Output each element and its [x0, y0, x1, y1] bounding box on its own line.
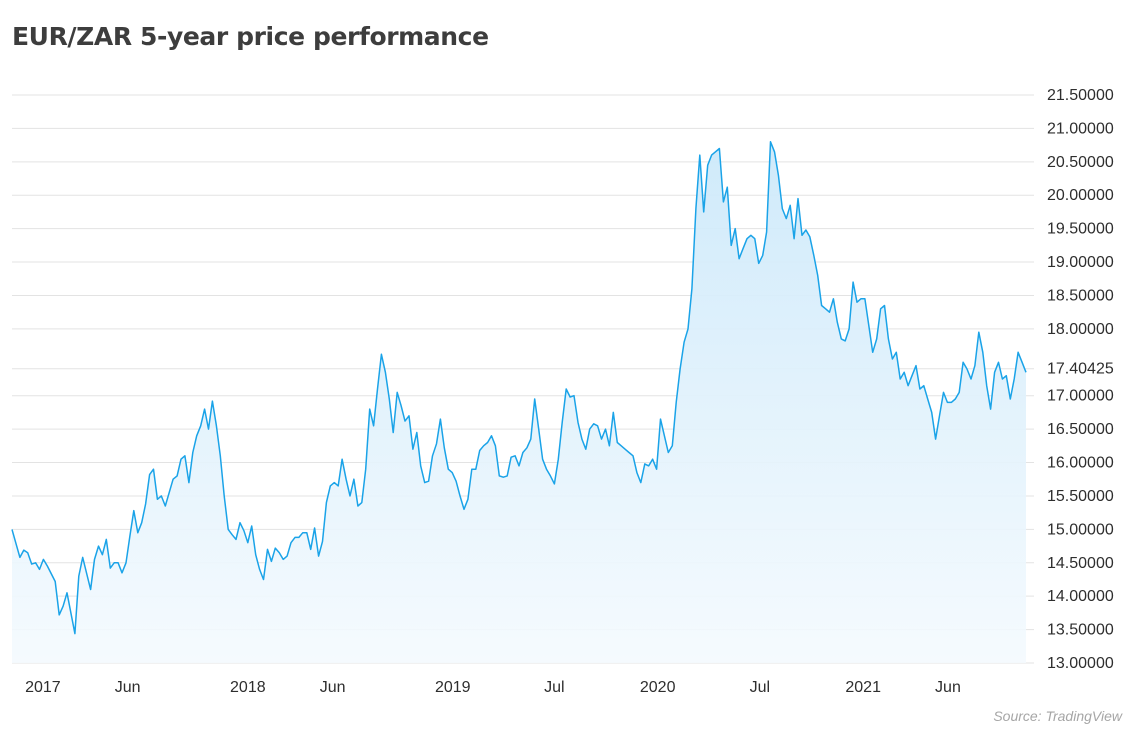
- chart-title: EUR/ZAR 5-year price performance: [12, 22, 489, 51]
- y-tick-label: 15.00000: [1047, 521, 1114, 538]
- x-tick-label: Jul: [544, 679, 564, 696]
- y-tick-label: 17.00000: [1047, 388, 1114, 405]
- y-tick-label: 19.00000: [1047, 254, 1114, 271]
- y-tick-label: 16.50000: [1047, 421, 1114, 438]
- y-tick-label: 16.00000: [1047, 455, 1114, 472]
- y-tick-label: 13.00000: [1047, 655, 1114, 672]
- x-tick-label: Jun: [935, 679, 961, 696]
- x-tick-label: 2018: [230, 679, 266, 696]
- x-tick-label: Jul: [750, 679, 770, 696]
- y-tick-label: 20.50000: [1047, 154, 1114, 171]
- x-tick-label: 2020: [640, 679, 676, 696]
- y-axis-ticks: 21.50000 21.00000 20.50000 20.00000 19.50000…: [1047, 87, 1114, 672]
- y-tick-label: 19.50000: [1047, 221, 1114, 238]
- y-tick-label: 18.00000: [1047, 321, 1114, 338]
- area-fill: [12, 141, 1026, 664]
- y-tick-label: 18.50000: [1047, 287, 1114, 304]
- y-tick-label: 13.50000: [1047, 622, 1114, 639]
- line-layer: [11, 141, 1027, 635]
- area-fill-layer: [12, 141, 1026, 664]
- y-tick-label: 15.50000: [1047, 488, 1114, 505]
- y-tick-label: 21.50000: [1047, 87, 1114, 104]
- y-tick-label: 17.40425: [1047, 361, 1114, 378]
- x-tick-label: 2019: [435, 679, 471, 696]
- price-line: [11, 141, 1027, 635]
- y-tick-label: 14.00000: [1047, 588, 1114, 605]
- source-note: Source: TradingView: [993, 708, 1122, 724]
- x-tick-label: Jun: [320, 679, 346, 696]
- y-tick-label: 20.00000: [1047, 187, 1114, 204]
- y-tick-label: 21.00000: [1047, 120, 1114, 137]
- x-tick-label: 2021: [845, 679, 881, 696]
- x-tick-label: 2017: [25, 679, 61, 696]
- x-tick-label: Jun: [115, 679, 141, 696]
- x-axis-ticks: 2017 Jun 2018 Jun 2019 Jul 2020 Jul 2021 Jun: [25, 679, 961, 696]
- y-tick-label: 14.50000: [1047, 555, 1114, 572]
